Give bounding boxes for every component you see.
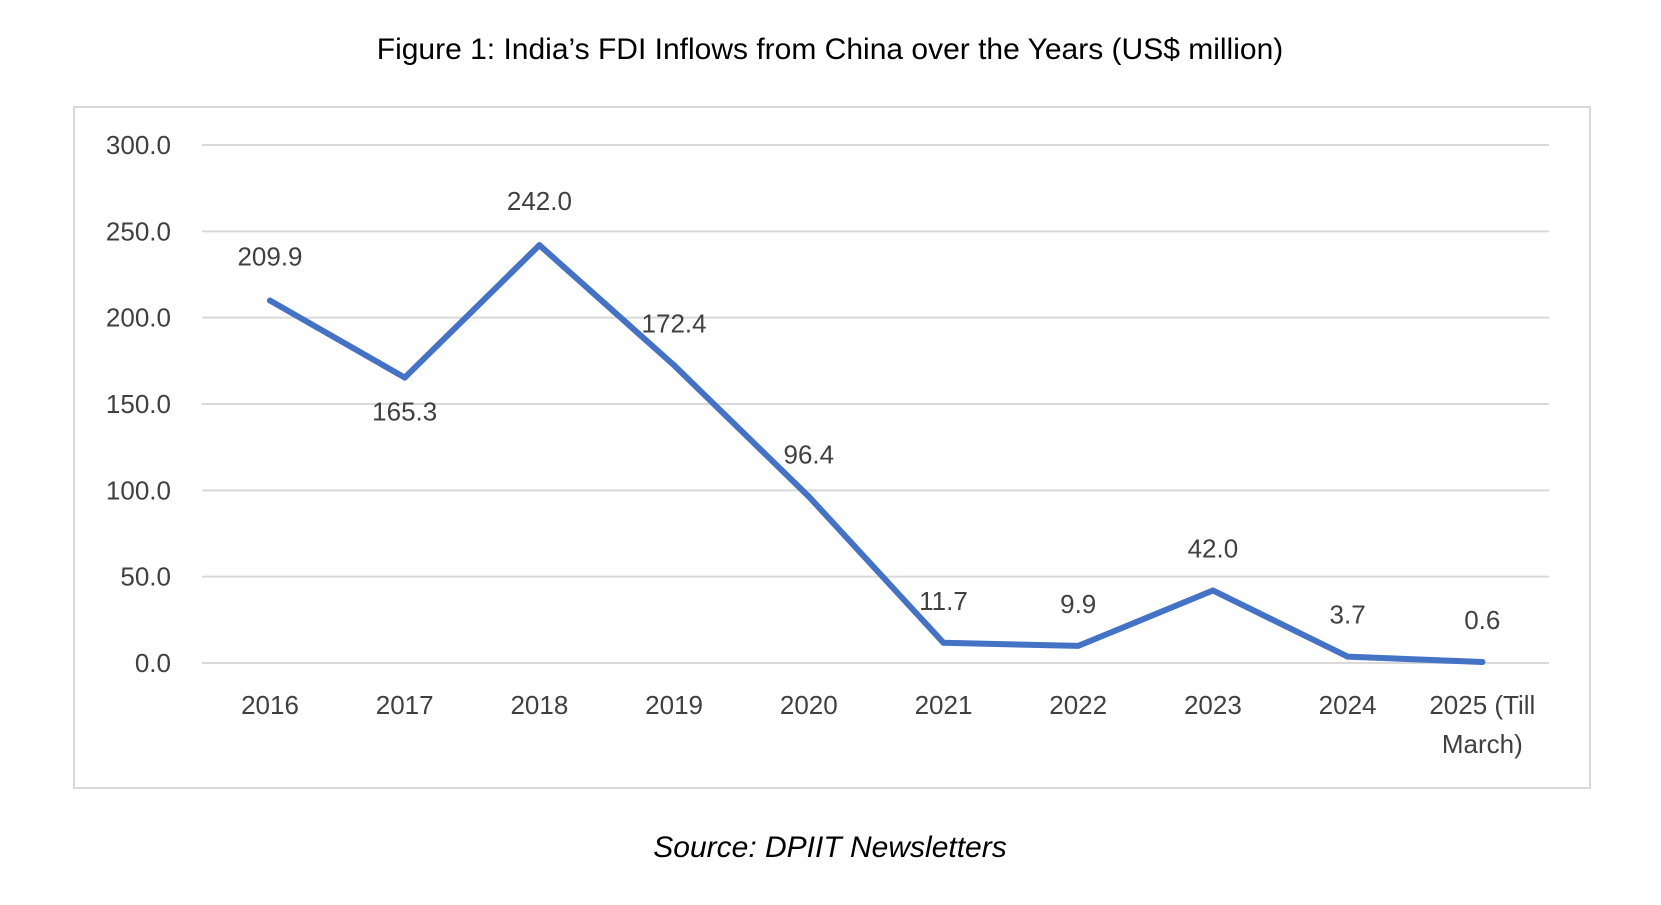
data-label: 242.0 [507, 186, 572, 216]
data-point [401, 374, 408, 381]
data-label: 42.0 [1188, 533, 1239, 563]
series-line [267, 242, 1486, 665]
data-point [940, 639, 947, 646]
data-label: 96.4 [783, 440, 834, 470]
chart-title: Figure 1: India’s FDI Inflows from China… [377, 33, 1284, 66]
y-tick-label: 150.0 [106, 389, 171, 419]
y-tick-label: 100.0 [106, 475, 171, 505]
y-tick-label: 200.0 [106, 303, 171, 333]
data-label: 165.3 [372, 397, 437, 427]
x-tick-label: 2019 [645, 690, 703, 720]
y-tick-label: 0.0 [135, 648, 171, 678]
x-tick-label: March) [1442, 729, 1523, 759]
x-tick-label: 2020 [780, 690, 838, 720]
data-label: 11.7 [919, 586, 968, 616]
x-tick-label: 2016 [241, 690, 299, 720]
y-tick-label: 300.0 [106, 130, 171, 160]
x-tick-label: 2022 [1049, 690, 1107, 720]
data-label: 9.9 [1060, 589, 1096, 619]
data-point [1479, 658, 1486, 665]
data-point [1209, 587, 1216, 594]
x-tick-label: 2018 [510, 690, 568, 720]
x-tick-label: 2025 (Till [1429, 690, 1535, 720]
data-label: 0.6 [1464, 605, 1500, 635]
data-label: 209.9 [237, 242, 302, 272]
data-point [1075, 642, 1082, 649]
data-label: 3.7 [1330, 600, 1366, 630]
data-point [267, 297, 273, 304]
data-point [1344, 653, 1351, 660]
y-tick-label: 250.0 [106, 216, 171, 246]
chart-source: Source: DPIIT Newsletters [653, 831, 1006, 864]
chart-frame [73, 106, 1591, 789]
x-tick-label: 2021 [915, 690, 973, 720]
x-tick-label: 2024 [1319, 690, 1377, 720]
data-point [805, 493, 812, 500]
data-point [536, 242, 543, 249]
data-label: 172.4 [642, 308, 707, 338]
x-tick-label: 2023 [1184, 690, 1242, 720]
data-point [671, 362, 678, 369]
y-tick-label: 50.0 [120, 562, 171, 592]
x-tick-label: 2017 [376, 690, 434, 720]
